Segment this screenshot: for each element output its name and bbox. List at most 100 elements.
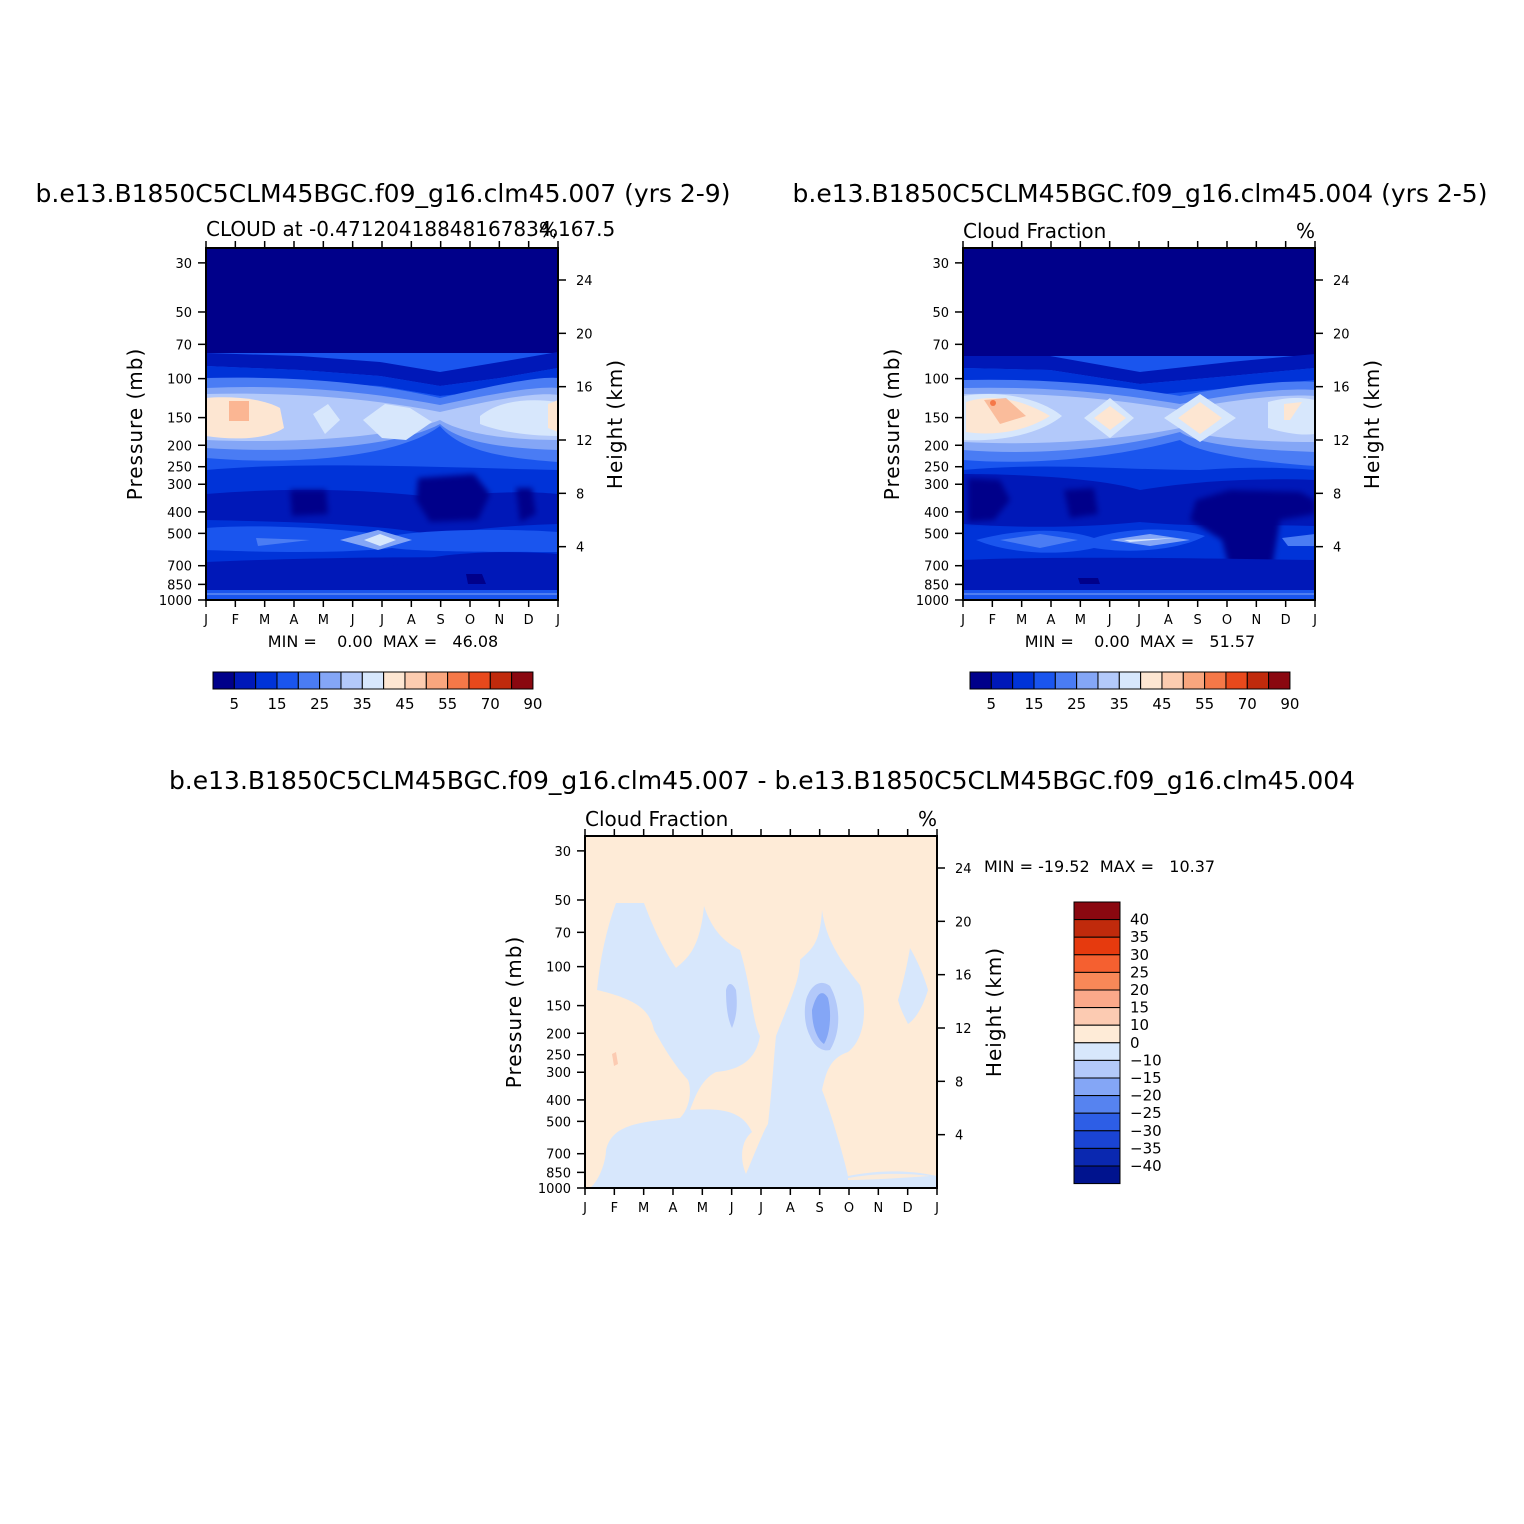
x-tick-label: F <box>989 613 996 628</box>
y-tick-label: 100 <box>924 373 949 388</box>
colorbar-swatch <box>340 671 363 690</box>
colorbar-swatch <box>297 671 321 690</box>
y-tick-right-label: 20 <box>1333 327 1350 342</box>
colorbar-swatch <box>233 671 257 690</box>
panel-1: b.e13.B1850C5CLM45BGC.f09_g16.clm45.007 … <box>36 179 731 713</box>
colorbar-label: 45 <box>395 695 414 713</box>
y-tick-label: 30 <box>932 257 949 272</box>
colorbar-swatch <box>1076 671 1099 690</box>
colorbar-swatch <box>1033 671 1056 690</box>
x-tick-label: M <box>697 1201 708 1216</box>
colorbar-swatch <box>1073 989 1121 1009</box>
colorbar-swatch <box>1268 671 1291 690</box>
panel-3-title: b.e13.B1850C5CLM45BGC.f09_g16.clm45.007 … <box>169 766 1355 795</box>
colorbar-label: 70 <box>1238 695 1257 713</box>
y-tick-label: 400 <box>924 506 949 521</box>
y-tick-right-label: 24 <box>955 862 972 877</box>
colorbar-swatch <box>1140 671 1163 690</box>
colorbar-swatch <box>276 671 299 690</box>
x-tick-label: J <box>203 613 208 628</box>
colorbar-swatch <box>1073 901 1121 921</box>
x-tick-label: O <box>1222 613 1232 628</box>
y-tick-label: 850 <box>546 1166 571 1181</box>
x-tick-label: J <box>582 1201 587 1216</box>
x-tick-label: J <box>758 1201 763 1216</box>
colorbar-swatch <box>212 671 235 690</box>
panel-1-stats: MIN = 0.00 MAX = 46.08 <box>268 632 498 651</box>
x-tick-label: N <box>494 613 504 628</box>
y-tick-right-label: 12 <box>1333 434 1350 449</box>
x-tick-label: J <box>729 1201 734 1216</box>
y-tick-label: 850 <box>924 578 949 593</box>
x-tick-label: O <box>844 1201 854 1216</box>
x-tick-label: A <box>407 613 416 628</box>
x-tick-label: J <box>1107 613 1112 628</box>
x-tick-label: M <box>259 613 270 628</box>
panel-2-field <box>963 248 1315 600</box>
panel-2: b.e13.B1850C5CLM45BGC.f09_g16.clm45.004 … <box>793 179 1488 713</box>
colorbar-swatch <box>1073 954 1121 973</box>
panel-3-field <box>585 836 937 1188</box>
y-tick-label: 200 <box>167 439 192 454</box>
colorbar-swatch <box>1073 1165 1121 1185</box>
colorbar-swatch <box>489 671 513 690</box>
colorbar-swatch <box>1073 1112 1121 1132</box>
colorbar-label: −30 <box>1130 1122 1162 1140</box>
colorbar-swatch <box>361 671 385 690</box>
y-tick-right-label: 4 <box>1333 541 1341 556</box>
y-tick-label: 500 <box>924 527 949 542</box>
colorbar-swatch <box>511 671 534 690</box>
y-tick-label: 1000 <box>916 594 949 609</box>
x-tick-label: J <box>350 613 355 628</box>
colorbar-swatch <box>404 671 427 690</box>
x-tick-label: A <box>290 613 299 628</box>
panel-2-axes: J F M A M J J A S O N D J 30 50 70 100 150 200 250 300 400 500… <box>916 241 1350 628</box>
y-tick-label: 150 <box>167 412 192 427</box>
colorbar-swatch <box>447 671 470 690</box>
panel-3-ylabel-right: Height (km) <box>982 947 1006 1077</box>
colorbar-swatch <box>1246 671 1270 690</box>
y-tick-right-label: 8 <box>576 487 584 502</box>
y-tick-right-label: 4 <box>576 541 584 556</box>
colorbar-label: −10 <box>1130 1051 1162 1069</box>
y-tick-right-label: 16 <box>576 381 593 396</box>
y-tick-label: 300 <box>546 1066 571 1081</box>
colorbar-swatch <box>1073 971 1121 991</box>
y-tick-label: 70 <box>932 338 949 353</box>
colorbar-swatch <box>990 671 1014 690</box>
colorbar-swatch <box>1073 919 1121 938</box>
y-tick-right-label: 20 <box>955 915 972 930</box>
y-tick-label: 400 <box>167 506 192 521</box>
x-tick-label: A <box>786 1201 795 1216</box>
x-tick-label: M <box>318 613 329 628</box>
y-tick-label: 1000 <box>159 594 192 609</box>
x-tick-label: J <box>555 613 560 628</box>
y-tick-label: 70 <box>554 926 571 941</box>
x-tick-label: S <box>437 613 445 628</box>
x-tick-label: D <box>903 1201 913 1216</box>
y-tick-label: 250 <box>546 1049 571 1064</box>
x-tick-label: J <box>379 613 384 628</box>
y-tick-label: 400 <box>546 1094 571 1109</box>
colorbar-swatch <box>319 671 342 690</box>
colorbar-label: 35 <box>353 695 372 713</box>
panel-1-units: % <box>539 218 558 242</box>
colorbar-label: 15 <box>267 695 286 713</box>
colorbar-swatch <box>255 671 278 690</box>
colorbar-swatch <box>1054 671 1078 690</box>
x-tick-label: J <box>1312 613 1317 628</box>
y-tick-label: 50 <box>554 894 571 909</box>
panel-1-field <box>206 248 558 600</box>
colorbar-label: 30 <box>1130 946 1149 964</box>
x-tick-label: J <box>1136 613 1141 628</box>
colorbar-swatch <box>1118 671 1142 690</box>
y-tick-right-label: 8 <box>1333 487 1341 502</box>
y-tick-label: 700 <box>167 560 192 575</box>
colorbar-label: −25 <box>1130 1104 1162 1122</box>
colorbar-swatch <box>1073 1147 1121 1167</box>
colorbar-label: 5 <box>987 695 997 713</box>
colorbar-swatch <box>383 671 406 690</box>
colorbar-swatch <box>1073 936 1121 956</box>
colorbar-swatch <box>1097 671 1120 690</box>
colorbar-label: 35 <box>1130 928 1149 946</box>
